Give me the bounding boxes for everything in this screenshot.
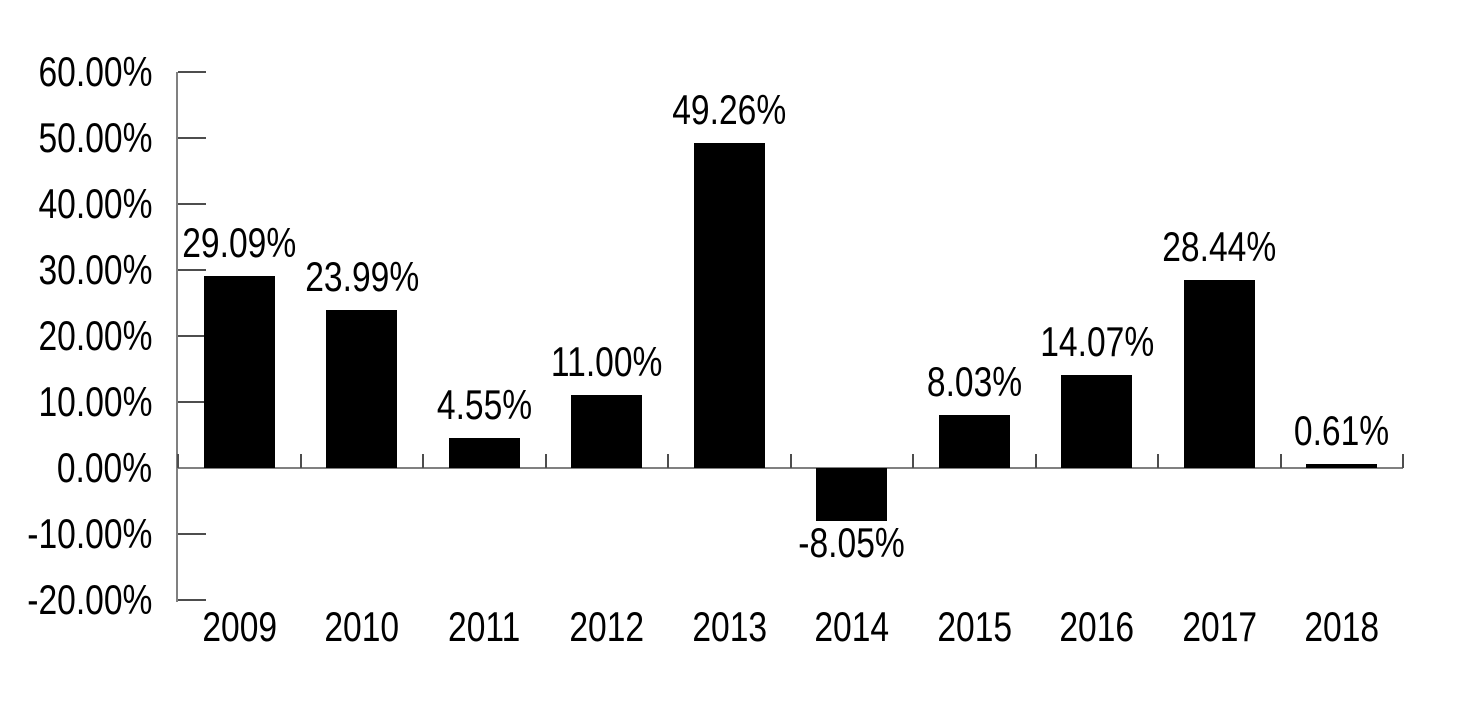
y-tick-label: 20.00% xyxy=(0,315,152,357)
bar-value-label-text: 23.99% xyxy=(304,252,419,300)
plot-area: 29.09% 23.99% 4.55% 11.00% 49.26% -8.05% 8.03%… xyxy=(27,51,1404,648)
y-tick-label: -10.00% xyxy=(0,513,152,555)
x-axis-tick xyxy=(1279,454,1282,468)
y-tick-label-text: 20.00% xyxy=(38,312,152,359)
y-tick-label: 40.00% xyxy=(0,183,152,225)
x-tick-label-text: 2018 xyxy=(1304,603,1380,650)
bar-value-label: 28.44% xyxy=(1109,226,1329,268)
y-axis-tick xyxy=(178,533,206,535)
bar xyxy=(448,437,520,468)
bar xyxy=(1183,280,1255,468)
bar-value-label-text: 4.55% xyxy=(436,380,532,428)
x-tick-label: 2009 xyxy=(159,606,319,648)
bar-value-label-text: 14.07% xyxy=(1039,318,1154,366)
bar-value-label-text: 49.26% xyxy=(672,85,787,133)
bar xyxy=(816,468,888,522)
x-tick-label: 2018 xyxy=(1262,606,1422,648)
y-tick-label-text: 60.00% xyxy=(38,48,152,95)
x-tick-label-text: 2016 xyxy=(1059,603,1135,650)
y-axis-tick xyxy=(178,335,206,337)
x-tick-label: 2014 xyxy=(772,606,932,648)
bar-value-label: 11.00% xyxy=(497,341,717,383)
bar-value-label-text: 28.44% xyxy=(1162,223,1277,271)
x-tick-label: 2013 xyxy=(649,606,809,648)
x-axis-tick xyxy=(422,454,424,468)
y-tick-label: 10.00% xyxy=(0,381,152,423)
x-tick-label: 2011 xyxy=(404,606,564,648)
x-tick-label-text: 2009 xyxy=(201,603,277,650)
x-tick-label-text: 2010 xyxy=(324,603,400,650)
bar-value-label: 8.03% xyxy=(864,361,1084,403)
bar xyxy=(938,415,1010,468)
bar xyxy=(326,309,398,468)
bar-value-label: 4.55% xyxy=(374,380,594,428)
x-axis-tick xyxy=(912,454,914,468)
bar-value-label-text: 8.03% xyxy=(926,358,1022,405)
x-tick-label-text: 2014 xyxy=(814,603,890,650)
bar-value-label: -8.05% xyxy=(742,522,962,564)
bar-value-label: 49.26% xyxy=(619,85,839,133)
y-tick-label-text: 50.00% xyxy=(38,114,152,161)
x-axis-tick xyxy=(1034,454,1037,468)
y-tick-label-text: 0.00% xyxy=(56,444,152,491)
y-tick-label-text: -10.00% xyxy=(26,510,152,557)
x-tick-label-text: 2011 xyxy=(448,603,521,650)
bar-value-label: 29.09% xyxy=(129,222,349,264)
y-axis-tick xyxy=(178,71,206,73)
x-axis-tick xyxy=(1402,454,1404,468)
bar-value-label: 23.99% xyxy=(252,252,472,300)
bar-value-label: 14.07% xyxy=(987,321,1207,363)
y-tick-label-text: 40.00% xyxy=(38,180,152,227)
bar-value-label-text: 11.00% xyxy=(551,338,663,386)
x-tick-label-text: 2017 xyxy=(1181,603,1257,650)
x-axis-tick xyxy=(789,454,792,468)
bar xyxy=(571,395,643,468)
y-axis-tick xyxy=(178,137,206,139)
bar xyxy=(1306,463,1378,468)
x-axis-tick xyxy=(177,454,179,468)
bar-value-label: 0.61% xyxy=(1232,406,1452,454)
y-axis-tick xyxy=(178,401,206,403)
y-tick-label: 0.00% xyxy=(0,447,152,489)
x-tick-label: 2010 xyxy=(282,606,442,648)
x-tick-label-text: 2012 xyxy=(569,603,645,650)
y-axis-tick xyxy=(178,203,206,205)
y-axis-tick xyxy=(178,599,206,601)
x-tick-label: 2017 xyxy=(1139,606,1299,648)
x-axis-tick xyxy=(544,454,547,468)
bar xyxy=(693,142,765,468)
y-tick-label: 60.00% xyxy=(0,51,152,93)
x-tick-label-text: 2015 xyxy=(936,603,1012,650)
y-axis-line xyxy=(176,72,178,602)
x-tick-label-text: 2013 xyxy=(691,603,767,650)
y-tick-label: -20.00% xyxy=(0,579,152,621)
bar xyxy=(1061,375,1133,468)
x-axis-tick xyxy=(299,454,302,468)
bar xyxy=(203,276,275,468)
y-tick-label-text: 10.00% xyxy=(38,378,152,425)
x-axis-tick xyxy=(1157,454,1159,468)
bar-value-label-text: 0.61% xyxy=(1294,406,1390,454)
x-tick-label: 2012 xyxy=(527,606,687,648)
x-axis-line xyxy=(176,467,1403,469)
x-axis-tick xyxy=(667,454,669,468)
x-tick-label: 2015 xyxy=(894,606,1054,648)
y-tick-label: 50.00% xyxy=(0,117,152,159)
y-axis-tick xyxy=(178,269,206,271)
y-tick-label-text: 30.00% xyxy=(38,246,152,293)
y-tick-label-text: -20.00% xyxy=(26,576,152,623)
bar-value-label-text: 29.09% xyxy=(182,219,297,266)
y-tick-label: 30.00% xyxy=(0,249,152,291)
bar-value-label-text: -8.05% xyxy=(798,519,905,567)
x-tick-label: 2016 xyxy=(1017,606,1177,648)
